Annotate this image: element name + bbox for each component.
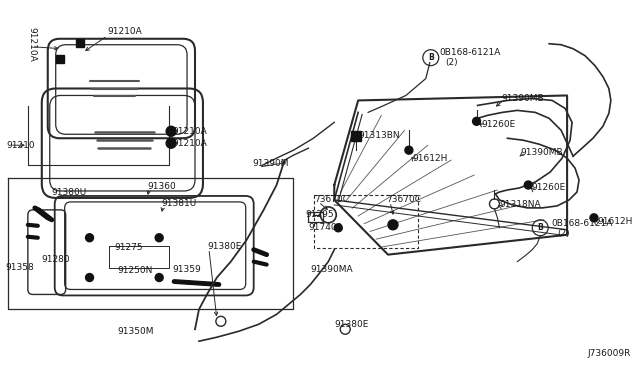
Text: 91280: 91280: [42, 255, 70, 264]
Text: 91210A: 91210A: [28, 28, 37, 62]
Text: 73670C: 73670C: [386, 195, 421, 205]
Text: 91390MB: 91390MB: [501, 94, 544, 103]
Circle shape: [156, 234, 163, 242]
Circle shape: [405, 146, 413, 154]
Text: 91360: 91360: [147, 182, 176, 190]
Text: 91612H: 91612H: [412, 154, 447, 163]
Text: 91390M: 91390M: [253, 158, 289, 168]
Text: 91260E: 91260E: [481, 120, 516, 129]
Text: 91740A: 91740A: [308, 223, 343, 232]
Text: J736009R: J736009R: [587, 349, 630, 357]
Text: (2): (2): [445, 58, 458, 67]
Circle shape: [472, 117, 481, 125]
Text: 91358: 91358: [5, 263, 34, 272]
Text: 91380U: 91380U: [52, 189, 87, 198]
Circle shape: [524, 181, 532, 189]
Circle shape: [166, 138, 176, 148]
Text: 91210A: 91210A: [108, 27, 142, 36]
Circle shape: [590, 214, 598, 222]
Text: 91210A: 91210A: [172, 127, 207, 136]
Text: 91380E: 91380E: [207, 242, 241, 251]
Text: 91295: 91295: [305, 210, 334, 219]
Text: 91318NA: 91318NA: [499, 201, 541, 209]
Text: 91250N: 91250N: [117, 266, 153, 275]
Text: 91390MB: 91390MB: [520, 148, 563, 157]
Text: 91359: 91359: [172, 265, 201, 274]
Text: B: B: [428, 53, 434, 62]
Bar: [56, 55, 63, 62]
Circle shape: [156, 273, 163, 282]
Text: 0B168-6121A: 0B168-6121A: [551, 219, 612, 228]
Text: (2): (2): [557, 229, 570, 238]
Text: 91350M: 91350M: [117, 327, 154, 336]
Circle shape: [334, 224, 342, 232]
Text: 91210: 91210: [6, 141, 35, 150]
Text: 91381U: 91381U: [161, 199, 196, 208]
Circle shape: [388, 220, 398, 230]
Text: 91380E: 91380E: [334, 320, 369, 329]
Text: 91275: 91275: [115, 243, 143, 252]
Text: 91612H: 91612H: [597, 217, 632, 226]
Circle shape: [86, 273, 93, 282]
Text: 91313BN: 91313BN: [358, 131, 400, 140]
Text: 73670C: 73670C: [314, 195, 349, 205]
Text: 91390MA: 91390MA: [310, 265, 353, 274]
Bar: [76, 39, 84, 47]
Text: B: B: [538, 223, 543, 232]
Text: 91210A: 91210A: [172, 139, 207, 148]
Circle shape: [166, 126, 176, 136]
Circle shape: [86, 234, 93, 242]
Text: 91260E: 91260E: [531, 183, 566, 192]
Text: 0B168-6121A: 0B168-6121A: [440, 48, 501, 57]
Bar: [351, 131, 361, 141]
